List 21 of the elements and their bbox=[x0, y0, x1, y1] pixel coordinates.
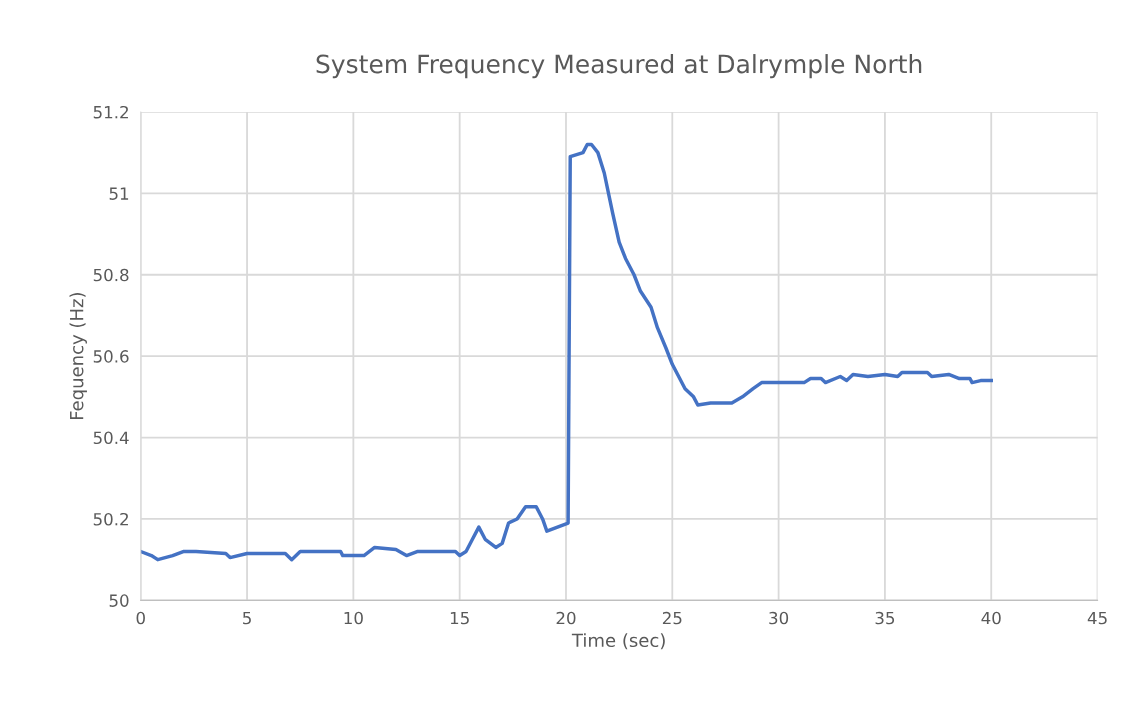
y-tick-label: 50 bbox=[109, 594, 129, 607]
x-tick-label: 20 bbox=[556, 611, 576, 625]
x-tick-label: 45 bbox=[1087, 611, 1107, 625]
x-tick-label: 10 bbox=[344, 611, 363, 625]
x-tick-label: 5 bbox=[243, 611, 251, 625]
y-tick-label: 51.2 bbox=[93, 105, 128, 119]
x-tick-label: 0 bbox=[136, 611, 145, 625]
y-tick-label: 50.4 bbox=[93, 431, 129, 445]
chart-title: System Frequency Measured at Dalrymple North bbox=[316, 54, 922, 79]
x-tick-label: 25 bbox=[662, 611, 682, 625]
x-axis-title: Time (sec) bbox=[571, 633, 665, 650]
y-tick-label: 51 bbox=[109, 187, 129, 200]
line-series bbox=[140, 142, 993, 562]
x-tick-label: 35 bbox=[875, 611, 895, 625]
y-axis-title: Fequency (Hz) bbox=[69, 292, 87, 420]
y-tick-label: 50.8 bbox=[93, 268, 129, 282]
x-tick-label: 30 bbox=[769, 611, 789, 625]
y-tick-label: 50.6 bbox=[93, 350, 129, 363]
y-tick-label: 50.2 bbox=[93, 512, 128, 526]
x-tick-label: 40 bbox=[981, 611, 1001, 625]
x-tick-label: 15 bbox=[450, 611, 469, 625]
